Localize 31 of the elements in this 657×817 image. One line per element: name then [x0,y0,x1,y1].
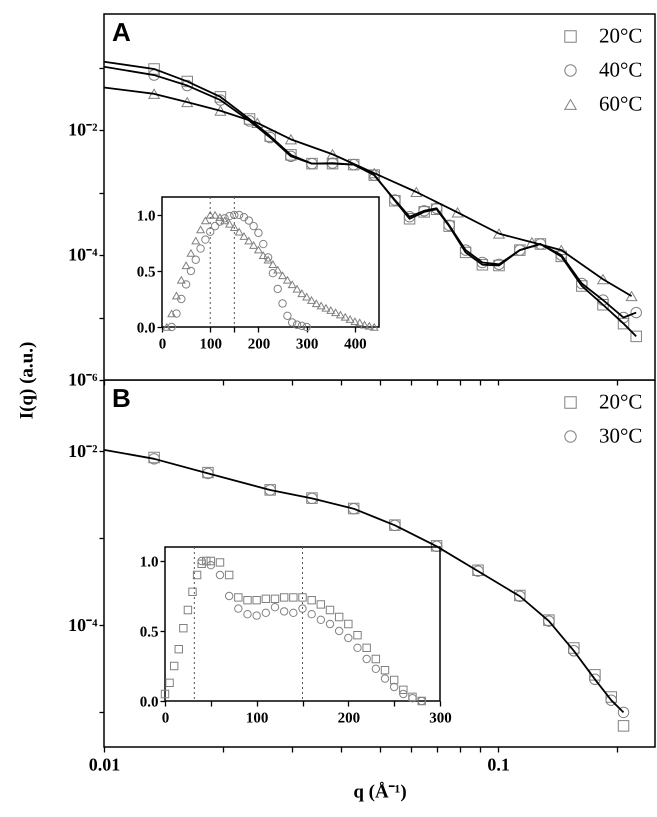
y-tick-label: 10⁻⁴ [68,244,98,265]
x-tick-label: 300 [296,336,318,352]
x-tick-label: 0.01 [88,754,120,774]
x-tick-label: 100 [246,710,268,726]
y-tick-label: 10⁻⁶ [68,370,98,390]
annotation: B [112,383,131,413]
x-tick-label: 0.1 [487,754,510,774]
y-tick-label: 0.5 [140,624,158,640]
x-tick-label: 300 [429,710,452,726]
y-tick-label: 10⁻² [68,440,98,461]
legend-label: 30°C [599,424,642,448]
y-tick-label: 0.0 [136,320,156,336]
y-tick-label: 10⁻⁴ [68,614,98,635]
x-axis-title: q (Å⁻¹) [353,782,407,802]
legend-label: 40°C [599,58,642,82]
legend-label: 20°C [599,390,642,414]
x-tick-label: 100 [199,336,222,352]
x-tick-label: 0 [162,710,170,726]
legend-label: 60°C [599,92,642,116]
x-tick-label: 200 [248,336,270,352]
y-tick-label: 0.5 [136,264,156,280]
y-axis-title: I(q) (a.u.) [16,342,38,420]
y-tick-label: 10⁻² [68,120,98,140]
y-tick-label: 1.0 [140,554,158,570]
annotation: A [112,17,131,47]
x-tick-label: 200 [338,710,360,726]
y-tick-label: 1.0 [136,208,156,224]
x-tick-label: 0 [158,336,166,352]
x-tick-label: 400 [344,336,367,352]
legend-label: 20°C [599,24,642,48]
y-tick-label: 0.0 [140,694,158,710]
